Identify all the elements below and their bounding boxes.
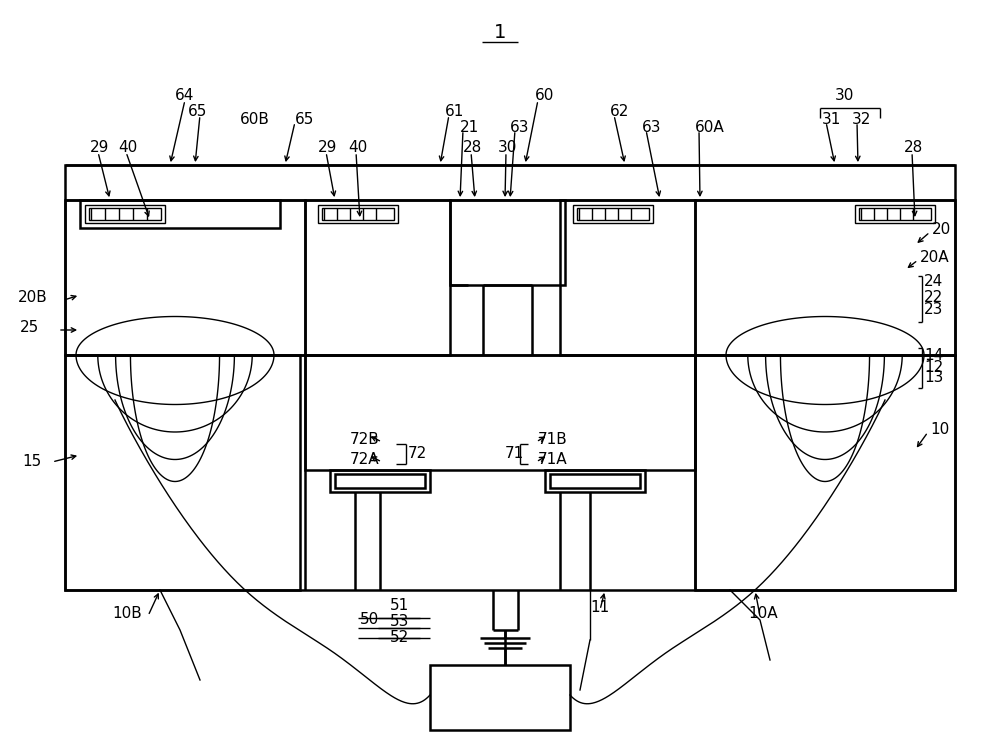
- Text: 61: 61: [445, 105, 464, 120]
- Bar: [65, 200, 305, 355]
- Bar: [318, 205, 398, 223]
- Bar: [859, 208, 931, 220]
- Text: 15: 15: [22, 455, 41, 470]
- Text: 24: 24: [924, 274, 943, 290]
- Text: 40: 40: [348, 141, 367, 156]
- Bar: [80, 200, 280, 228]
- Text: 14: 14: [924, 348, 943, 363]
- Text: 71A: 71A: [538, 452, 568, 467]
- Text: 13: 13: [924, 371, 943, 386]
- Text: 71: 71: [505, 446, 524, 461]
- Bar: [695, 355, 955, 590]
- Bar: [545, 470, 645, 492]
- Text: 60: 60: [535, 88, 554, 103]
- Text: 31: 31: [822, 112, 841, 127]
- Text: 30: 30: [835, 88, 854, 103]
- Text: 10: 10: [930, 422, 949, 437]
- Bar: [430, 665, 570, 730]
- Bar: [65, 355, 300, 590]
- Text: 62: 62: [610, 105, 629, 120]
- Text: 53: 53: [390, 614, 409, 629]
- Text: 12: 12: [924, 360, 943, 375]
- Text: 65: 65: [295, 112, 314, 127]
- Bar: [550, 474, 640, 488]
- Bar: [65, 165, 955, 590]
- Text: 25: 25: [20, 321, 39, 336]
- Bar: [560, 200, 695, 355]
- Text: 72B: 72B: [350, 432, 380, 447]
- Text: 65: 65: [188, 105, 207, 120]
- Text: 20B: 20B: [18, 291, 48, 306]
- Text: 10A: 10A: [748, 607, 778, 622]
- Text: 30: 30: [498, 141, 517, 156]
- Text: 32: 32: [852, 112, 871, 127]
- Text: 72A: 72A: [350, 452, 380, 467]
- Text: 11: 11: [590, 601, 609, 616]
- Bar: [322, 208, 394, 220]
- Bar: [573, 205, 653, 223]
- Text: 50: 50: [360, 613, 379, 628]
- Bar: [335, 474, 425, 488]
- Bar: [695, 200, 955, 355]
- Text: 28: 28: [904, 141, 923, 156]
- Text: 71B: 71B: [538, 432, 568, 447]
- Text: 22: 22: [924, 291, 943, 306]
- Bar: [577, 208, 649, 220]
- Text: 1: 1: [494, 22, 506, 41]
- Text: 64: 64: [175, 88, 194, 103]
- Text: 10B: 10B: [112, 607, 142, 622]
- Text: 21: 21: [460, 121, 479, 136]
- Bar: [855, 205, 935, 223]
- Text: 40: 40: [118, 141, 137, 156]
- Bar: [450, 200, 565, 285]
- Bar: [330, 470, 430, 492]
- Bar: [305, 200, 450, 355]
- Text: 63: 63: [642, 121, 662, 136]
- Text: 72: 72: [408, 446, 427, 461]
- Text: 63: 63: [510, 121, 530, 136]
- Text: 52: 52: [390, 631, 409, 646]
- Text: 60B: 60B: [240, 112, 270, 127]
- Text: 60A: 60A: [695, 121, 725, 136]
- Text: 20: 20: [932, 222, 951, 237]
- Bar: [85, 205, 165, 223]
- Text: 28: 28: [463, 141, 482, 156]
- Text: 29: 29: [90, 141, 109, 156]
- Bar: [89, 208, 161, 220]
- Bar: [305, 355, 695, 470]
- Text: 23: 23: [924, 303, 943, 318]
- Text: 20A: 20A: [920, 250, 950, 265]
- Text: 51: 51: [390, 598, 409, 613]
- Text: 29: 29: [318, 141, 337, 156]
